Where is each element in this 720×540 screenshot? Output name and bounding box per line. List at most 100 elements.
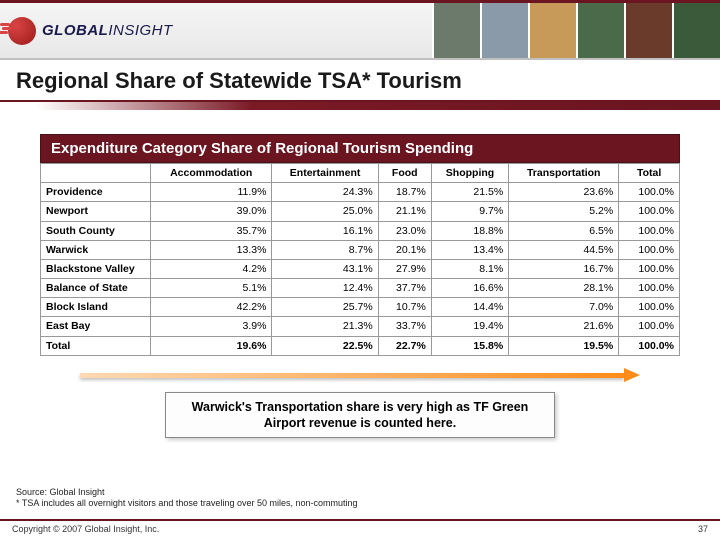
column-header: Total [619, 164, 680, 183]
cell-value: 23.0% [378, 221, 431, 240]
cell-value: 19.5% [509, 336, 619, 355]
cell-value: 16.6% [431, 279, 508, 298]
table-row: Balance of State5.1%12.4%37.7%16.6%28.1%… [41, 279, 680, 298]
cell-value: 13.4% [431, 240, 508, 259]
title-bar: Regional Share of Statewide TSA* Tourism [0, 60, 720, 102]
footnotes: Source: Global Insight * TSA includes al… [16, 487, 358, 510]
cell-value: 35.7% [151, 221, 272, 240]
row-label: Total [41, 336, 151, 355]
cell-value: 25.7% [272, 298, 378, 317]
cell-value: 22.5% [272, 336, 378, 355]
table-row: Newport39.0%25.0%21.1%9.7%5.2%100.0% [41, 202, 680, 221]
row-label: Warwick [41, 240, 151, 259]
column-header: Transportation [509, 164, 619, 183]
footer: Copyright © 2007 Global Insight, Inc. 37 [0, 519, 720, 534]
cell-value: 21.5% [431, 183, 508, 202]
col-blank [41, 164, 151, 183]
footer-copyright: Copyright © 2007 Global Insight, Inc. [12, 524, 159, 534]
row-label: Providence [41, 183, 151, 202]
cell-value: 19.4% [431, 317, 508, 336]
cell-value: 18.7% [378, 183, 431, 202]
cell-value: 100.0% [619, 183, 680, 202]
title-underline [0, 102, 720, 110]
column-header: Entertainment [272, 164, 378, 183]
cell-value: 18.8% [431, 221, 508, 240]
cell-value: 11.9% [151, 183, 272, 202]
cell-value: 10.7% [378, 298, 431, 317]
cell-value: 15.8% [431, 336, 508, 355]
cell-value: 100.0% [619, 221, 680, 240]
cell-value: 8.1% [431, 259, 508, 278]
cell-value: 42.2% [151, 298, 272, 317]
column-header: Shopping [431, 164, 508, 183]
cell-value: 3.9% [151, 317, 272, 336]
cell-value: 33.7% [378, 317, 431, 336]
cell-value: 9.7% [431, 202, 508, 221]
cell-value: 100.0% [619, 279, 680, 298]
header-photo [432, 3, 480, 58]
logo-brand-insight: INSIGHT [108, 22, 172, 39]
cell-value: 44.5% [509, 240, 619, 259]
cell-value: 37.7% [378, 279, 431, 298]
cell-value: 23.6% [509, 183, 619, 202]
header-photo [480, 3, 528, 58]
header-photo [528, 3, 576, 58]
table-row: Providence11.9%24.3%18.7%21.5%23.6%100.0… [41, 183, 680, 202]
cell-value: 25.0% [272, 202, 378, 221]
cell-value: 21.1% [378, 202, 431, 221]
header-image-strip [432, 3, 720, 58]
cell-value: 100.0% [619, 202, 680, 221]
footnote-tsa: * TSA includes all overnight visitors an… [16, 498, 358, 510]
cell-value: 4.2% [151, 259, 272, 278]
cell-value: 27.9% [378, 259, 431, 278]
cell-value: 100.0% [619, 317, 680, 336]
callout-box: Warwick's Transportation share is very h… [165, 392, 555, 439]
row-label: Newport [41, 202, 151, 221]
cell-value: 43.1% [272, 259, 378, 278]
row-label: East Bay [41, 317, 151, 336]
content-area: Expenditure Category Share of Regional T… [0, 110, 720, 438]
cell-value: 100.0% [619, 336, 680, 355]
table-total-row: Total19.6%22.5%22.7%15.8%19.5%100.0% [41, 336, 680, 355]
cell-value: 28.1% [509, 279, 619, 298]
header-photo [576, 3, 624, 58]
logo-brand-global: GLOBAL [42, 22, 108, 39]
table-row: East Bay3.9%21.3%33.7%19.4%21.6%100.0% [41, 317, 680, 336]
cell-value: 14.4% [431, 298, 508, 317]
row-label: Blackstone Valley [41, 259, 151, 278]
cell-value: 19.6% [151, 336, 272, 355]
header-photo [672, 3, 720, 58]
cell-value: 20.1% [378, 240, 431, 259]
table-row: South County35.7%16.1%23.0%18.8%6.5%100.… [41, 221, 680, 240]
cell-value: 7.0% [509, 298, 619, 317]
table-title: Expenditure Category Share of Regional T… [40, 134, 680, 163]
logo-text: GLOBALINSIGHT [42, 22, 173, 39]
cell-value: 13.3% [151, 240, 272, 259]
cell-value: 24.3% [272, 183, 378, 202]
column-header: Accommodation [151, 164, 272, 183]
cell-value: 16.7% [509, 259, 619, 278]
table-row: Block Island42.2%25.7%10.7%14.4%7.0%100.… [41, 298, 680, 317]
cell-value: 100.0% [619, 298, 680, 317]
header-band: GLOBALINSIGHT [0, 0, 720, 60]
cell-value: 5.1% [151, 279, 272, 298]
cell-value: 21.3% [272, 317, 378, 336]
header-photo [624, 3, 672, 58]
callout-arrow-icon [80, 368, 640, 382]
cell-value: 6.5% [509, 221, 619, 240]
cell-value: 100.0% [619, 259, 680, 278]
row-label: Balance of State [41, 279, 151, 298]
cell-value: 100.0% [619, 240, 680, 259]
cell-value: 22.7% [378, 336, 431, 355]
cell-value: 8.7% [272, 240, 378, 259]
data-table: AccommodationEntertainmentFoodShoppingTr… [40, 163, 680, 356]
cell-value: 16.1% [272, 221, 378, 240]
table-row: Blackstone Valley4.2%43.1%27.9%8.1%16.7%… [41, 259, 680, 278]
logo-globe-icon [8, 17, 36, 45]
page-title: Regional Share of Statewide TSA* Tourism [16, 68, 704, 94]
cell-value: 12.4% [272, 279, 378, 298]
footnote-source: Source: Global Insight [16, 487, 358, 499]
table-body: Providence11.9%24.3%18.7%21.5%23.6%100.0… [41, 183, 680, 356]
cell-value: 5.2% [509, 202, 619, 221]
footer-page-number: 37 [698, 524, 708, 534]
